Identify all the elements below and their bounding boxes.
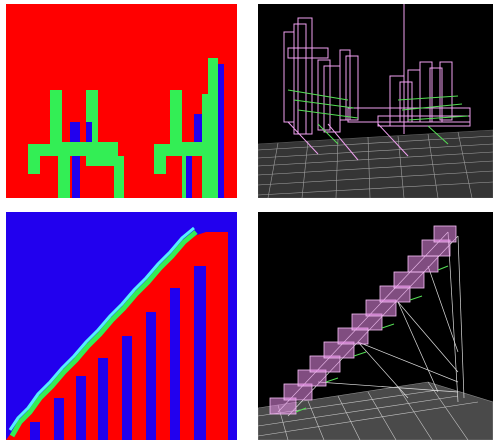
stairs-section-panel: [6, 212, 237, 440]
floor-grid: [258, 129, 493, 198]
stair-slots: [30, 266, 206, 440]
wireframe-chair-seats: [287, 89, 469, 145]
chair-profile-1: [28, 90, 124, 198]
stair-step-edges: [8, 226, 198, 438]
stair-green-edges: [295, 265, 449, 413]
wireframe-chairs: [283, 4, 471, 161]
stairs-wireframe-image: [258, 212, 493, 440]
chairs-wireframe-image: [258, 4, 493, 198]
chairs-section-panel: [6, 4, 237, 198]
floor-grid: [258, 381, 493, 440]
chair-profile-2: [154, 58, 224, 198]
chairs-wireframe-panel: [258, 4, 493, 198]
chairs-section-image: [6, 4, 237, 198]
stairs-wireframe-panel: [258, 212, 493, 440]
stairs-section-image: [6, 212, 237, 440]
stair-seat-blocks: [269, 225, 457, 415]
